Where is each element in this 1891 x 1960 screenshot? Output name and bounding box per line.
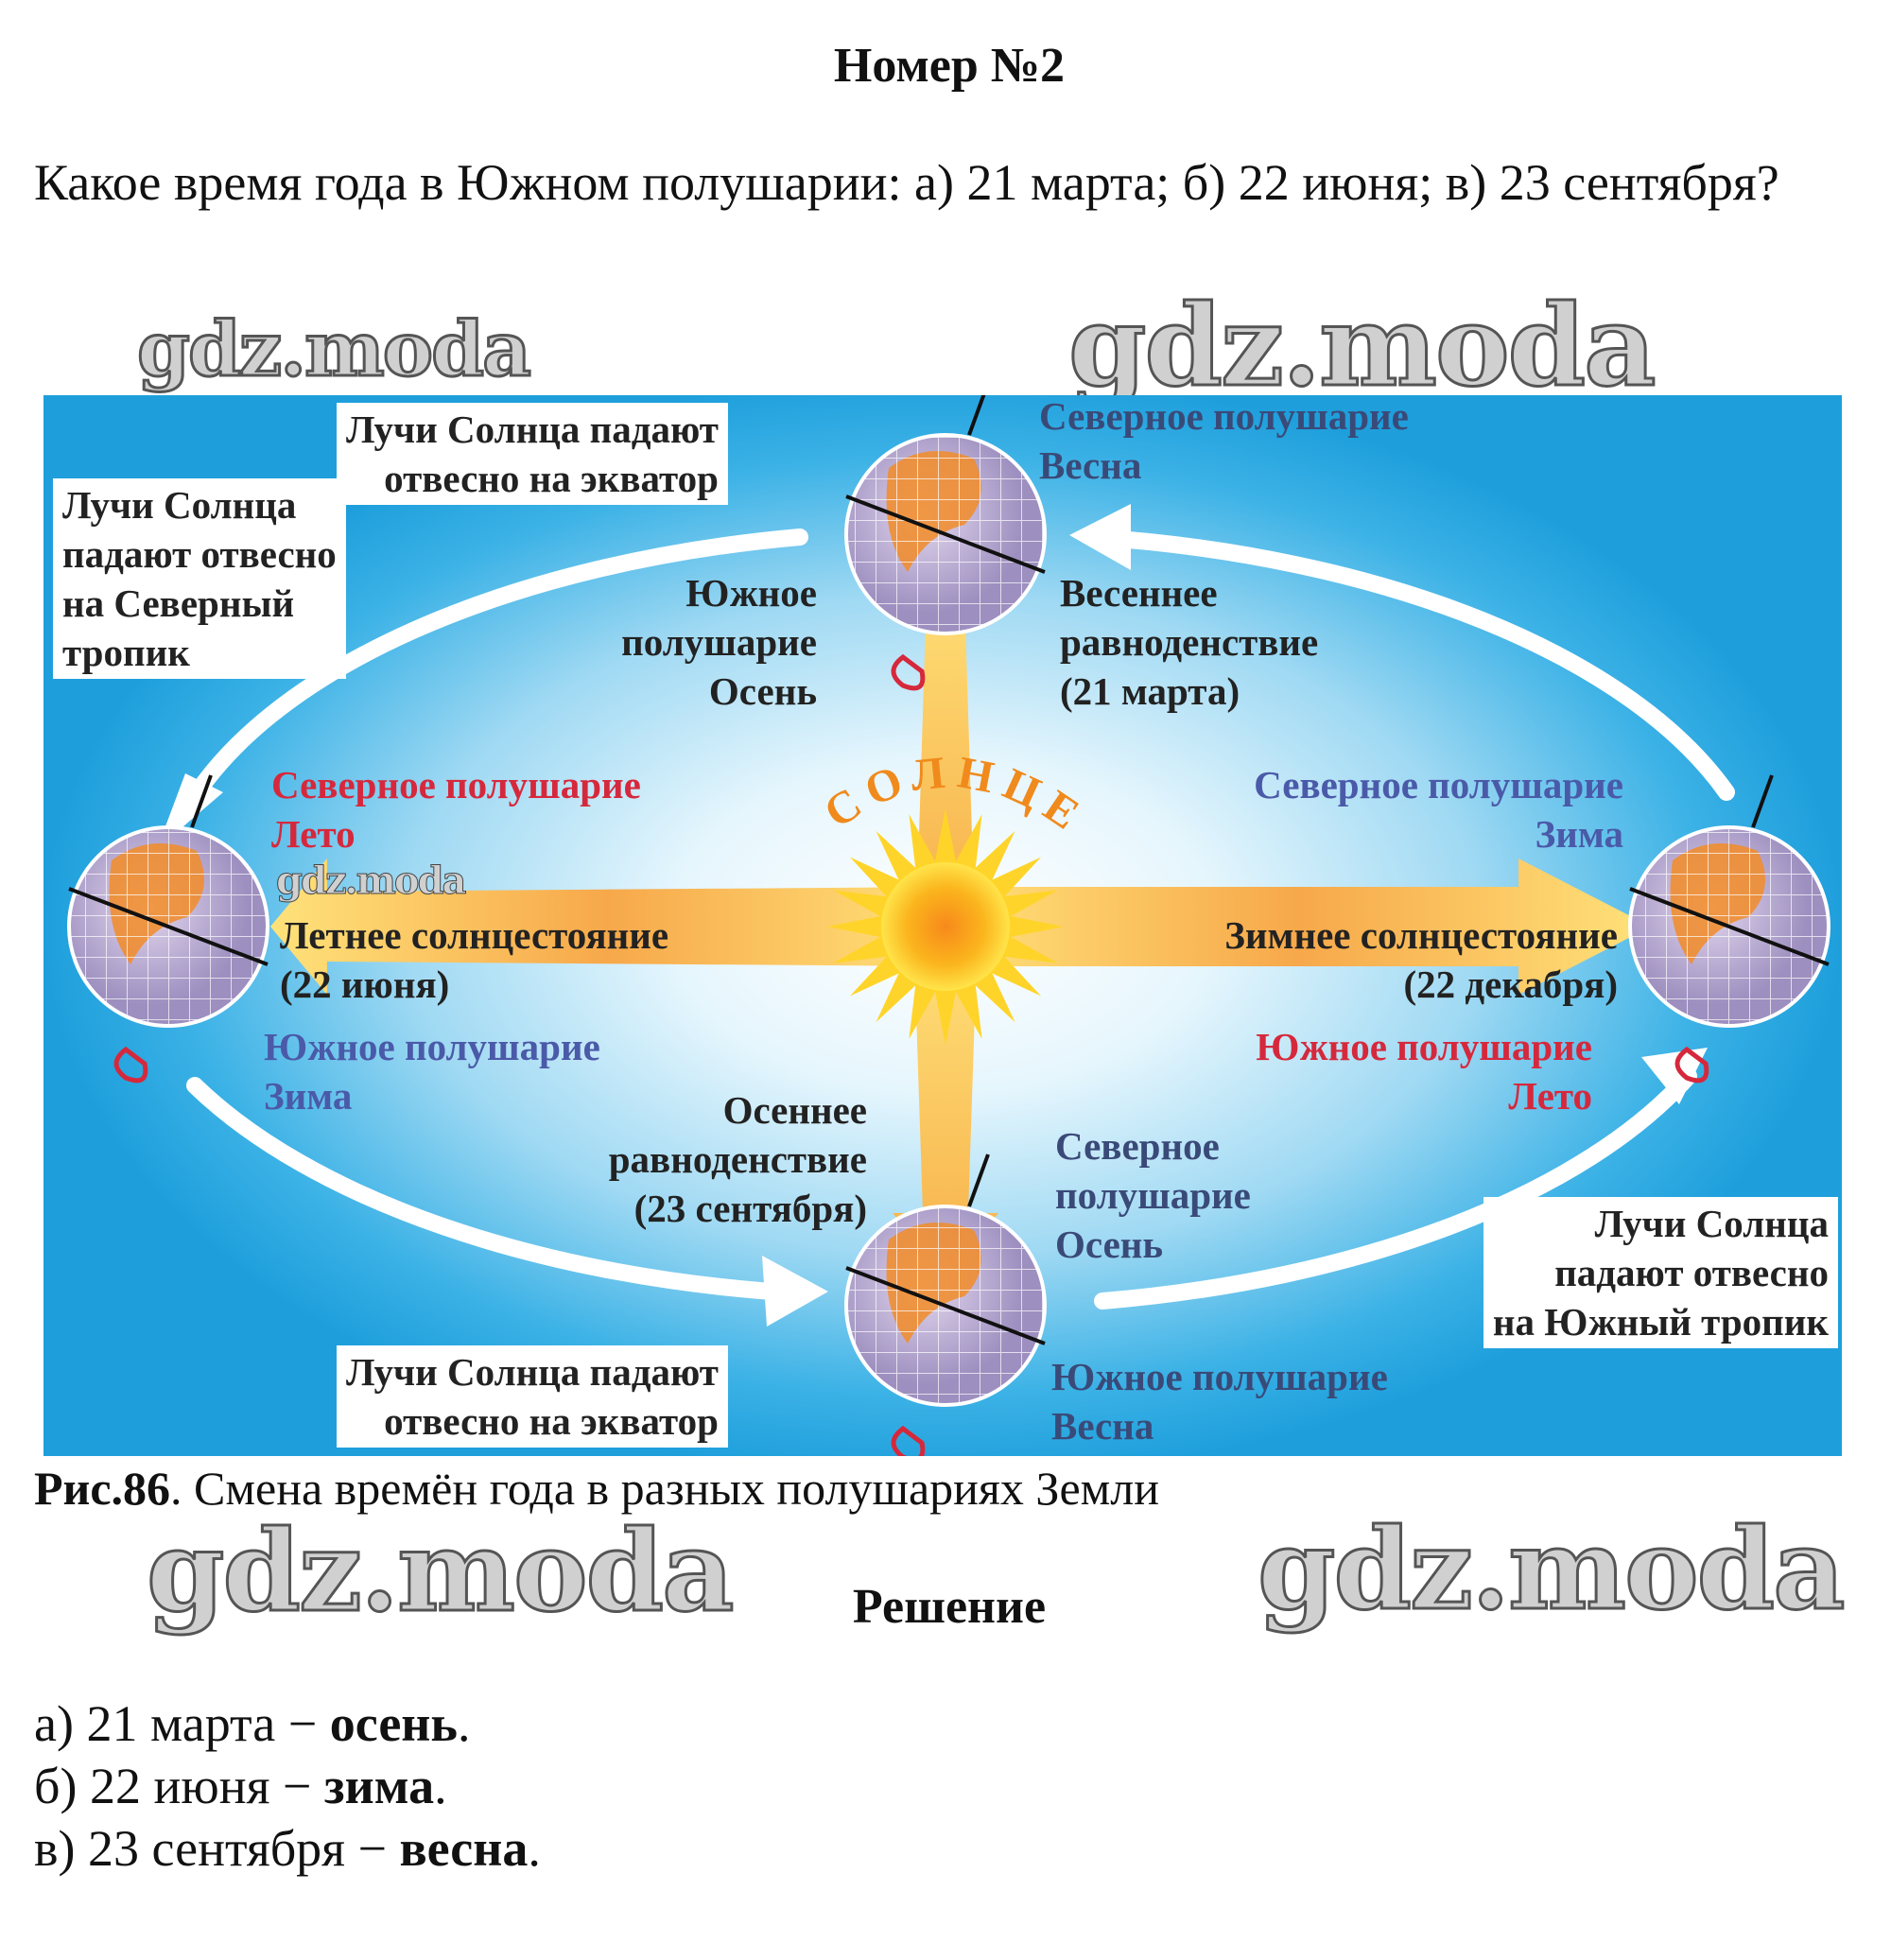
globe-spring xyxy=(844,395,1047,691)
figure-caption: Рис.86. Смена времён года в разных полуш… xyxy=(34,1461,1159,1516)
label-line: Летнее солнцестояние xyxy=(280,913,669,957)
label-line: Весна xyxy=(1039,443,1142,487)
answer-prefix: б) 22 июня − xyxy=(34,1758,324,1814)
label-line: Осень xyxy=(1055,1223,1164,1266)
caption-text: . Смена времён года в разных полушариях … xyxy=(170,1462,1160,1515)
label-line: Южное полушарие xyxy=(1256,1025,1592,1068)
label-line: Северное полушарие xyxy=(271,763,641,807)
callout-line: Лучи Солнца падают xyxy=(346,1350,719,1394)
solution-heading: Решение xyxy=(852,1580,1047,1634)
callout-line: на Южный тропик xyxy=(1492,1300,1829,1344)
callout-line: Лучи Солнца xyxy=(62,483,297,527)
right-north-label: Северное полушарие Зима xyxy=(1254,760,1623,859)
caption-label: Рис.86 xyxy=(34,1462,171,1515)
autumn-equinox-label: Осеннее равноденствие (23 сентября) xyxy=(609,1085,867,1233)
label-line: (23 сентября) xyxy=(633,1187,867,1230)
label-line: Зима xyxy=(264,1074,353,1118)
top-south-label: Южное полушарие Осень xyxy=(621,568,817,716)
bottom-north-label: Северное полушарие Осень xyxy=(1055,1121,1251,1269)
answer-b: б) 22 июня − зима. xyxy=(34,1757,447,1815)
answer-a: а) 21 марта − осень. xyxy=(34,1694,470,1753)
left-south-label: Южное полушарие Зима xyxy=(264,1022,600,1120)
label-line: Южное полушарие xyxy=(1051,1355,1388,1398)
label-line: (22 июня) xyxy=(280,963,450,1006)
callout-line: Лучи Солнца xyxy=(1594,1202,1829,1245)
callout-line: отвесно на экватор xyxy=(384,457,719,500)
label-line: Южное xyxy=(685,571,817,615)
callout-line: падают отвесно xyxy=(1554,1251,1829,1294)
label-line: Северное xyxy=(1055,1124,1220,1168)
left-north-label: Северное полушарие Лето xyxy=(271,760,641,859)
label-line: (21 марта) xyxy=(1060,669,1240,713)
answer-prefix: в) 23 сентября − xyxy=(34,1820,400,1877)
summer-solstice-label: Летнее солнцестояние (22 июня) xyxy=(280,911,668,1009)
callout-line: Лучи Солнца падают xyxy=(346,408,719,451)
answer-value: весна xyxy=(399,1820,529,1877)
callout-left: Лучи Солнца падают отвесно на Северный т… xyxy=(53,478,346,679)
label-line: Зимнее солнцестояние xyxy=(1224,913,1618,957)
winter-solstice-label: Зимнее солнцестояние (22 декабря) xyxy=(1224,911,1618,1009)
callout-top: Лучи Солнца падают отвесно на экватор xyxy=(337,403,728,505)
label-line: Южное полушарие xyxy=(264,1025,600,1068)
watermark-logo: gdz.moda xyxy=(136,304,533,395)
right-south-label: Южное полушарие Лето xyxy=(1256,1022,1592,1120)
bottom-south-label: Южное полушарие Весна xyxy=(1051,1352,1388,1450)
label-line: Северное полушарие xyxy=(1039,395,1409,438)
answer-suffix: . xyxy=(528,1820,541,1877)
orbit-graphic: СОЛНЦЕ xyxy=(67,395,1830,1456)
callout-line: на Северный xyxy=(62,581,295,625)
answer-suffix: . xyxy=(434,1758,447,1814)
orbit-arrows xyxy=(177,529,1735,1310)
callout-line: отвесно на экватор xyxy=(384,1399,719,1443)
spring-equinox-label: Весеннее равноденствие (21 марта) xyxy=(1060,568,1318,716)
globe-winter xyxy=(1628,774,1830,1084)
label-line: Зима xyxy=(1535,812,1623,856)
label-line: равноденствие xyxy=(1060,620,1319,664)
label-line: Весна xyxy=(1051,1404,1154,1448)
watermark-logo: gdz.moda xyxy=(1067,279,1658,413)
label-line: равноденствие xyxy=(608,1137,867,1181)
answer-c: в) 23 сентября − весна. xyxy=(34,1819,541,1878)
answer-value: осень xyxy=(329,1695,458,1752)
watermark-logo: gdz.moda xyxy=(1257,1502,1848,1637)
label-line: Лето xyxy=(1508,1074,1592,1118)
globe-summer xyxy=(67,774,269,1084)
label-line: Осеннее xyxy=(722,1088,867,1132)
callout-line: падают отвесно xyxy=(62,532,337,576)
sun xyxy=(827,808,1064,1045)
answer-value: зима xyxy=(323,1758,435,1814)
label-line: Осень xyxy=(708,669,817,713)
sun-core xyxy=(881,862,1010,991)
callout-bottom: Лучи Солнца падают отвесно на экватор xyxy=(337,1345,728,1448)
callout-line: тропик xyxy=(62,631,190,674)
callout-right: Лучи Солнца падают отвесно на Южный троп… xyxy=(1483,1197,1838,1348)
watermark-logo: gdz.moda xyxy=(146,1504,737,1639)
answer-suffix: . xyxy=(457,1695,471,1752)
page-title: Номер №2 xyxy=(833,39,1066,93)
globe-autumn xyxy=(844,1153,1047,1456)
label-line: полушарие xyxy=(1055,1173,1251,1217)
seasons-diagram: СОЛНЦЕ Лучи Солнца падают отвесно на экв… xyxy=(43,395,1842,1456)
question-text: Какое время года в Южном полушарии: а) 2… xyxy=(34,154,1779,211)
label-line: Весеннее xyxy=(1060,571,1218,615)
label-line: полушарие xyxy=(621,620,817,664)
label-line: Северное полушарие xyxy=(1254,763,1623,807)
answer-prefix: а) 21 марта − xyxy=(34,1695,330,1752)
watermark-logo: gdz.moda xyxy=(275,859,466,904)
label-line: (22 декабря) xyxy=(1403,963,1618,1006)
top-north-label: Северное полушарие Весна xyxy=(1039,395,1409,490)
label-line: Лето xyxy=(271,812,356,856)
